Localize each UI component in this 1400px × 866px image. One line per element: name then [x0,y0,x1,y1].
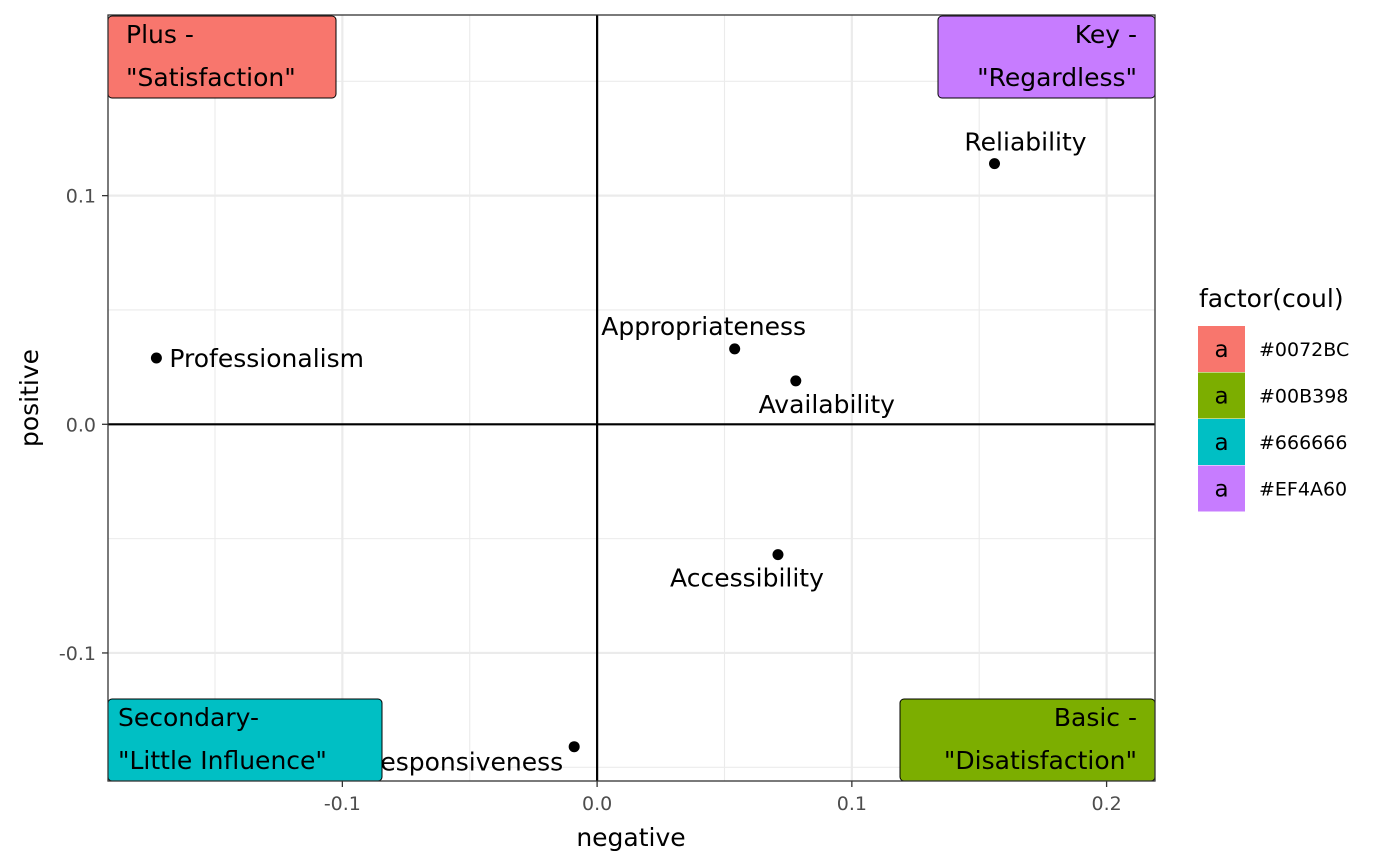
point-label: Availability [759,390,895,419]
quadrant-label-line1: Secondary- [118,703,259,732]
legend-key [1198,419,1245,465]
y-axis-title: positive [15,349,44,447]
quadrant-label-top-right: Key - "Regardless" [937,15,1156,99]
x-tick-label: 0.0 [582,793,612,815]
point-label: Reliability [964,128,1086,157]
point-labels: Professionalism Appropriateness Availabili… [169,128,1086,777]
legend-entry: a #0072BC [1198,326,1349,372]
legend-title: factor(coul) [1199,284,1344,313]
quadrant-labels: Plus - "Satisfaction" Key - "Regardless" Sec… [107,15,1156,782]
data-point [790,375,802,387]
quadrant-label-line1: Basic - [1054,703,1137,732]
data-point [772,549,784,561]
y-tick-label: -0.1 [59,643,96,665]
legend-label: #00B398 [1259,386,1348,408]
quadrant-label-line2: "Satisfaction" [126,63,296,92]
quadrant-label-bottom-right: Basic - "Disatisfaction" [899,698,1156,782]
panel-border [107,14,1156,782]
legend-entry: a #00B398 [1198,372,1348,419]
point-label: Professionalism [169,344,364,373]
x-tick-label: -0.1 [324,793,361,815]
point-label: Responsiveness [364,748,563,777]
data-point [150,352,162,364]
axis-ticks: -0.1 0.0 0.1 0.2 -0.1 0.0 0.1 [59,186,1122,815]
legend-key [1198,326,1245,372]
quadrant-label-line2: "Little Influence" [118,746,327,775]
quadrant-label-line1: Key - [1075,20,1137,49]
data-point [729,343,741,355]
legend-key [1198,465,1245,512]
legend-key-letter: a [1214,477,1228,503]
data-point [989,158,1001,170]
legend-key [1198,372,1245,419]
x-axis-title: negative [576,823,685,852]
data-point [568,741,580,753]
quadrant-label-bottom-left: Secondary- "Little Influence" [107,698,383,782]
reference-lines [108,15,1155,781]
x-tick-label: 0.2 [1091,793,1121,815]
quadrant-label-top-left: Plus - "Satisfaction" [107,15,337,99]
y-tick-label: 0.1 [66,186,96,208]
legend-key-letter: a [1214,430,1228,456]
y-tick-label: 0.0 [66,414,96,436]
legend-label: #666666 [1259,432,1347,454]
legend-label: #EF4A60 [1259,479,1347,501]
x-tick-label: 0.1 [837,793,867,815]
point-label: Appropriateness [601,312,806,341]
legend-key-letter: a [1214,337,1228,363]
legend-key-letter: a [1214,384,1228,410]
quadrant-label-line2: "Disatisfaction" [944,746,1137,775]
quadrant-label-line2: "Regardless" [977,63,1137,92]
quadrant-label-line1: Plus - [126,20,194,49]
point-label: Accessibility [670,564,824,593]
legend-label: #0072BC [1259,339,1349,361]
legend-entry: a #EF4A60 [1198,465,1347,512]
legend-entry: a #666666 [1198,419,1347,465]
legend: factor(coul) a #0072BC a #00B398 a #666666 a #E… [1198,284,1349,512]
data-points [150,158,1001,753]
